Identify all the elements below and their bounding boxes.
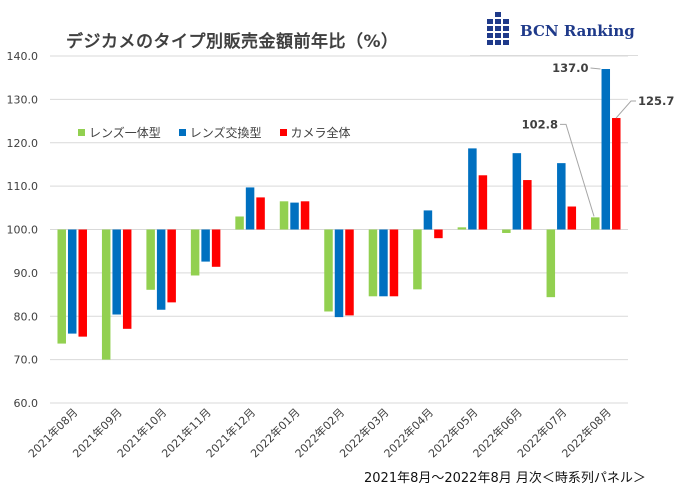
bar-interchangeable [379,229,388,297]
legend-label-interchangeable: レンズ交換型 [189,126,262,140]
bcn-ranking-logo: BCN Ranking [484,10,635,50]
bar-interchangeable [245,187,255,230]
x-axis-ticks: 2021年08月2021年09月2021年10月2021年11月2021年12月… [25,405,614,460]
bar-interchangeable [512,153,522,230]
logo-square [503,26,509,31]
bar-interchangeable [290,202,299,230]
bar-compact [324,229,333,312]
logo-square [495,26,501,31]
bar-compact [146,229,155,290]
bar-all-cameras [567,206,577,230]
y-tick-label: 110.0 [7,180,39,193]
bar-interchangeable [67,229,77,334]
data-labels: 137.0 125.7 102.8 [522,61,674,217]
legend-item-compact: レンズ一体型 [78,124,161,141]
y-axis-ticks: 140.0 130.0 120.0 110.0 100.0 90.0 80.0 70.0 60.… [7,50,39,410]
bar-all-cameras [612,118,621,230]
bar-interchangeable [201,229,210,262]
bar-all-cameras [122,229,132,329]
logo-text: BCN Ranking [520,22,635,40]
bar-all-cameras [434,229,443,239]
y-tick-label: 60.0 [14,397,39,410]
bar-interchangeable [601,69,611,230]
data-label-all-cameras: 125.7 [638,94,674,108]
leader-line [560,123,595,217]
bar-all-cameras [211,229,221,267]
y-tick-label: 100.0 [7,224,39,237]
bar-compact [101,229,111,360]
bar-interchangeable [557,163,566,230]
logo-square [503,19,509,24]
bar-interchangeable [334,229,344,318]
bar-all-cameras [345,229,354,316]
legend-swatch-all-cameras [279,129,287,136]
bar-interchangeable [112,229,121,315]
logo-square [495,40,501,45]
bar-all-cameras [478,175,488,230]
legend-label-compact: レンズ一体型 [89,126,161,140]
bar-compact [591,217,600,230]
bar-all-cameras [167,229,176,303]
leader-line [590,67,601,70]
bar-compact [235,216,244,230]
legend-item-all-cameras: カメラ全体 [279,124,351,141]
chart-legend: レンズ一体型 レンズ交換型 カメラ全体 [78,124,351,141]
bar-compact [57,229,66,344]
bar-compact [413,229,422,290]
logo-square [503,40,509,45]
legend-label-all-cameras: カメラ全体 [290,126,351,140]
chart-title: デジカメのタイプ別販売金額前年比（%） [66,32,399,52]
bar-interchangeable [423,210,433,230]
logo-square [495,19,501,24]
leader-line [615,100,637,119]
bar-compact [502,229,511,233]
logo-square [487,33,493,38]
data-label-interchangeable: 137.0 [552,61,588,75]
bars [57,69,621,360]
logo-square [495,12,501,17]
logo-square [487,40,493,45]
legend-item-interchangeable: レンズ交換型 [178,124,262,141]
bar-compact [190,229,200,276]
bar-all-cameras [256,197,265,230]
bar-all-cameras [523,180,532,230]
logo-square [495,33,501,38]
y-tick-label: 140.0 [7,50,39,63]
logo-square [487,26,493,31]
bar-all-cameras [78,229,87,337]
legend-swatch-interchangeable [178,129,186,136]
gridlines [50,55,628,404]
bar-compact [546,229,556,298]
y-tick-label: 90.0 [14,267,39,280]
data-label-compact: 102.8 [522,117,558,131]
legend-swatch-compact [78,129,85,136]
y-tick-label: 70.0 [14,354,39,367]
y-tick-label: 120.0 [7,137,39,150]
logo-square [503,33,509,38]
bar-compact [279,201,289,230]
bar-all-cameras [389,229,399,297]
bar-compact [368,229,378,297]
y-tick-label: 80.0 [14,310,39,323]
bar-compact [457,227,467,230]
bar-interchangeable [468,148,477,230]
chart-subtitle: 2021年8月～2022年8月 月次＜時系列パネル＞ [364,471,646,486]
bar-interchangeable [156,229,166,310]
y-tick-label: 130.0 [7,93,39,106]
bar-all-cameras [300,201,310,230]
logo-square [487,19,493,24]
